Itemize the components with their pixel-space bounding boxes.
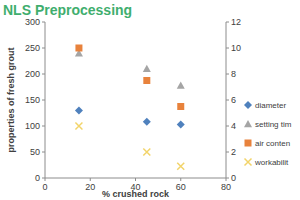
x-tick: [135, 178, 136, 181]
y2-tick: [226, 152, 229, 153]
y-tick: [42, 100, 45, 101]
point: [143, 77, 150, 84]
y2-tick-label: 0: [231, 173, 236, 183]
legend-marker: [245, 140, 252, 147]
chart: NLS Preprocessing02040608005010015020025…: [0, 0, 300, 200]
y-tick-label: 100: [25, 121, 40, 131]
y2-tick-label: 12: [231, 17, 241, 27]
point: [177, 163, 184, 170]
y-tick-label: 150: [25, 95, 40, 105]
y-tick: [42, 22, 45, 23]
y2-tick: [226, 178, 229, 179]
y2-tick-label: 6: [231, 95, 236, 105]
x-tick-label: 60: [176, 182, 186, 192]
point: [75, 123, 82, 130]
y-tick: [42, 152, 45, 153]
legend-label: setting tim: [255, 120, 292, 129]
x-tick: [180, 178, 181, 181]
y2-tick-label: 2: [231, 147, 236, 157]
y2-tick: [226, 48, 229, 49]
x-tick-label: 80: [221, 182, 231, 192]
point: [75, 106, 83, 114]
y-tick-label: 0: [35, 173, 40, 183]
point: [177, 81, 185, 88]
x-tick-label: 0: [42, 182, 47, 192]
y-tick-label: 250: [25, 43, 40, 53]
legend-marker: [244, 101, 252, 109]
y-tick-label: 200: [25, 69, 40, 79]
legend-label: diameter: [255, 101, 286, 110]
y-axis-label: properties of fresh grout: [6, 47, 16, 152]
x-tick-label: 20: [85, 182, 95, 192]
legend-marker: [244, 120, 252, 127]
title: NLS Preprocessing: [3, 2, 132, 18]
point: [143, 118, 151, 126]
y-tick: [42, 178, 45, 179]
y-tick: [42, 48, 45, 49]
y-tick-label: 50: [30, 147, 40, 157]
point: [143, 65, 151, 72]
plot-area: [75, 45, 185, 170]
y-tick-label: 300: [25, 17, 40, 27]
point: [75, 45, 82, 52]
point: [177, 120, 185, 128]
point: [143, 149, 150, 156]
point: [177, 103, 184, 110]
x-axis-label: % crushed rock: [102, 189, 170, 199]
y-tick: [42, 126, 45, 127]
legend-label: workabilit: [254, 158, 289, 167]
y2-tick: [226, 22, 229, 23]
y2-tick: [226, 100, 229, 101]
y2-tick-label: 8: [231, 69, 236, 79]
y2-tick: [226, 74, 229, 75]
legend-marker: [245, 159, 252, 166]
y2-tick-label: 10: [231, 43, 241, 53]
y-tick: [42, 74, 45, 75]
y2-tick: [226, 126, 229, 127]
x-tick: [90, 178, 91, 181]
y2-tick-label: 4: [231, 121, 236, 131]
legend-label: air conten: [255, 139, 290, 148]
